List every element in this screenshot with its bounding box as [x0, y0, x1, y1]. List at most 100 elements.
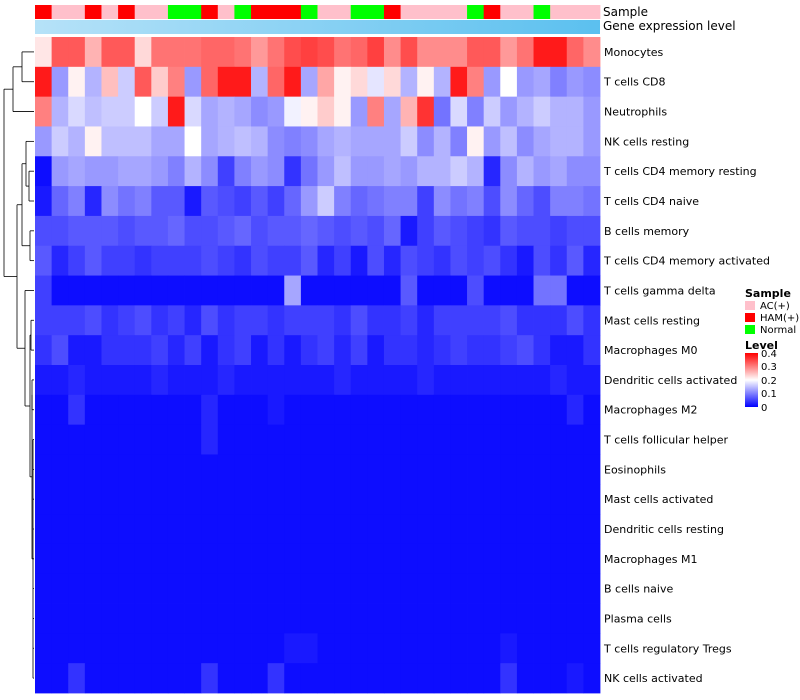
heatmap-cell [350, 424, 368, 455]
sample-cell [267, 5, 285, 19]
heatmap-cell [483, 543, 501, 575]
heatmap-cell [450, 454, 468, 485]
heatmap-cell [267, 66, 285, 98]
heatmap-cell [334, 186, 352, 217]
heatmap-cell [467, 484, 485, 515]
heatmap-cell [167, 186, 185, 217]
heatmap-cell [284, 66, 302, 98]
heatmap-cell [367, 394, 385, 426]
heatmap-cell [533, 663, 551, 694]
heatmap-cell [134, 603, 152, 634]
heatmap-cell [217, 454, 235, 485]
heatmap-cell [284, 663, 302, 694]
level-tick-0: 0 [761, 403, 767, 414]
heatmap-cell [35, 335, 53, 366]
heatmap-cell [367, 126, 385, 157]
heatmap-cell [151, 335, 169, 366]
heatmap-cell [234, 454, 252, 485]
heatmap-cell [134, 424, 152, 455]
heatmap-cell [450, 156, 468, 187]
level-tick-0.2: 0.2 [761, 376, 777, 387]
sample-cell [151, 5, 169, 19]
heatmap-cell [300, 543, 318, 575]
heatmap-cell [400, 633, 418, 664]
heatmap-cell [35, 514, 53, 545]
heatmap-cell [84, 305, 102, 336]
heatmap-cell [500, 215, 518, 247]
heatmap-cell [317, 633, 335, 664]
heatmap-cell [350, 305, 368, 336]
heatmap-cell [516, 663, 534, 694]
heatmap-cell [118, 603, 136, 634]
heatmap-cell [217, 633, 235, 664]
heatmap-cell [84, 96, 102, 127]
heatmap-cell [267, 186, 285, 217]
heatmap-cell [284, 394, 302, 426]
heatmap-cell [300, 37, 318, 68]
row-label: Mast cells activated [604, 493, 713, 506]
sample-track-label: Sample [603, 5, 648, 19]
heatmap-cell [118, 66, 136, 98]
heatmap-cell [433, 484, 451, 515]
sample-cell [167, 5, 185, 19]
heatmap-cell [68, 96, 86, 127]
heatmap-cell [334, 275, 352, 306]
heatmap-cell [433, 365, 451, 396]
heatmap-cell [167, 37, 185, 68]
heatmap-cell [516, 335, 534, 366]
heatmap-cell [350, 484, 368, 515]
heatmap-cell [134, 573, 152, 604]
heatmap-cell [317, 454, 335, 485]
heatmap-cell [583, 543, 601, 575]
legend-swatch-ham [745, 313, 755, 322]
sample-cell [84, 5, 102, 19]
sample-cell [118, 5, 136, 19]
heatmap-cell [184, 305, 202, 336]
heatmap-cell [383, 66, 401, 98]
heatmap-cell [184, 394, 202, 426]
heatmap-cell [284, 156, 302, 187]
heatmap-cell [84, 543, 102, 575]
heatmap-cell [483, 394, 501, 426]
heatmap-cell [383, 543, 401, 575]
heatmap-cell [217, 484, 235, 515]
heatmap-cell [450, 424, 468, 455]
sample-cell [134, 5, 152, 19]
heatmap-cell [533, 633, 551, 664]
heatmap-cell [400, 573, 418, 604]
sample-cell [300, 5, 318, 19]
heatmap-cell [500, 454, 518, 485]
heatmap-cell [467, 305, 485, 336]
heatmap-cell [516, 514, 534, 545]
heatmap-cell [84, 484, 102, 515]
heatmap-cell [217, 543, 235, 575]
heatmap-cell [284, 454, 302, 485]
heatmap-cell [550, 335, 568, 366]
heatmap-cell [101, 245, 119, 276]
heatmap-cell [167, 245, 185, 276]
heatmap-cell [300, 365, 318, 396]
heatmap-cell [433, 424, 451, 455]
heatmap-cell [300, 66, 318, 98]
heatmap-cell [317, 305, 335, 336]
heatmap-cell [84, 126, 102, 157]
heatmap-cell [68, 156, 86, 187]
heatmap-cell [433, 96, 451, 127]
row-label: Macrophages M2 [604, 404, 697, 417]
heatmap-cell [201, 215, 219, 247]
sample-cell [483, 5, 501, 19]
heatmap-cell [101, 335, 119, 366]
heatmap-cell [450, 663, 468, 694]
heatmap-cell [566, 156, 584, 187]
heatmap-cell [234, 573, 252, 604]
heatmap-cell [417, 603, 435, 634]
row-label: Mast cells resting [604, 314, 700, 327]
heatmap-cell [101, 365, 119, 396]
heatmap-cell [267, 275, 285, 306]
heatmap-cell [167, 275, 185, 306]
heatmap-cell [566, 603, 584, 634]
level-legend-title: Level [745, 339, 778, 352]
heatmap-cell [383, 365, 401, 396]
heatmap-cell [118, 305, 136, 336]
heatmap-cell [234, 275, 252, 306]
